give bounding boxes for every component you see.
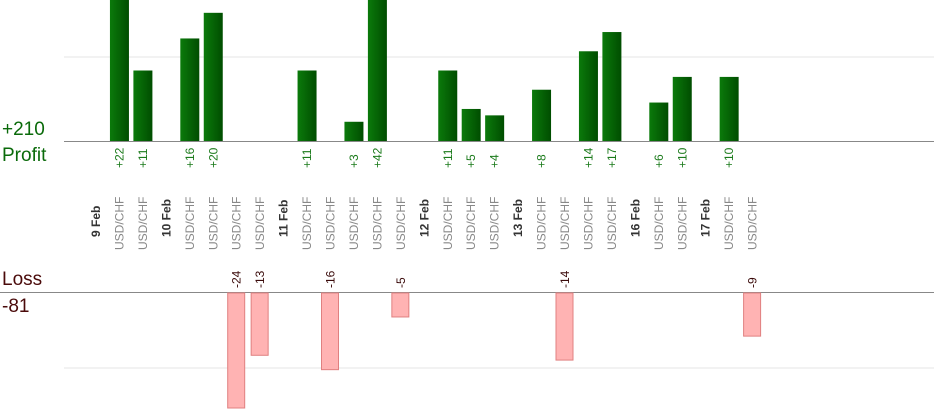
profit-value-label: +11 bbox=[136, 148, 150, 168]
trade-symbol-label: USD/CHF bbox=[183, 197, 197, 250]
profit-value-label: +14 bbox=[581, 147, 595, 168]
profit-value-label: +16 bbox=[183, 147, 197, 168]
trade-symbol-label: USD/CHF bbox=[605, 197, 619, 250]
profit-value-label: +11 bbox=[441, 148, 455, 168]
trade-symbol-label: USD/CHF bbox=[722, 197, 736, 250]
profit-bar bbox=[344, 121, 364, 141]
profit-value-label: +22 bbox=[112, 147, 126, 168]
profit-bar bbox=[180, 38, 200, 141]
loss-bar bbox=[743, 292, 762, 337]
trade-symbol-label: USD/CHF bbox=[558, 197, 572, 250]
trade-symbol-label: USD/CHF bbox=[464, 197, 478, 250]
trade-symbol-label: USD/CHF bbox=[535, 197, 549, 250]
profit-value-label: +8 bbox=[535, 154, 549, 168]
date-label: 13 Feb bbox=[511, 199, 525, 237]
profit-value-label: +10 bbox=[675, 147, 689, 168]
profit-value-label: +4 bbox=[488, 154, 502, 168]
trade-symbol-label: USD/CHF bbox=[347, 197, 361, 250]
trade-symbol-label: USD/CHF bbox=[324, 197, 338, 250]
profit-label: Profit bbox=[2, 145, 47, 166]
trade-symbol-label: USD/CHF bbox=[112, 197, 126, 250]
profit-bar bbox=[602, 32, 622, 141]
loss-value-label: -13 bbox=[253, 270, 267, 288]
trade-symbol-label: USD/CHF bbox=[253, 197, 267, 250]
trade-symbol-label: USD/CHF bbox=[300, 197, 314, 250]
date-label: 9 Feb bbox=[89, 206, 103, 237]
loss-value-label: -9 bbox=[746, 277, 760, 288]
profit-total: +210 bbox=[2, 119, 45, 140]
profit-bar bbox=[109, 0, 129, 141]
trade-symbol-label: USD/CHF bbox=[746, 197, 760, 250]
trade-symbol-label: USD/CHF bbox=[394, 197, 408, 250]
trade-symbol-label: USD/CHF bbox=[230, 197, 244, 250]
profit-bar bbox=[672, 76, 692, 141]
profit-value-label: +10 bbox=[722, 147, 736, 168]
trade-symbol-label: USD/CHF bbox=[136, 197, 150, 250]
profit-value-label: +20 bbox=[206, 147, 220, 168]
profit-value-label: +42 bbox=[370, 147, 384, 168]
loss-bar bbox=[250, 292, 269, 356]
loss-bar bbox=[391, 292, 410, 318]
date-label: 10 Feb bbox=[159, 199, 173, 237]
loss-value-label: -16 bbox=[324, 270, 338, 288]
profit-bar bbox=[203, 12, 223, 142]
trade-symbol-label: USD/CHF bbox=[581, 197, 595, 250]
profit-bar bbox=[532, 89, 552, 141]
loss-bar bbox=[227, 292, 246, 409]
profit-bar bbox=[649, 102, 669, 141]
profit-bar bbox=[578, 51, 598, 141]
loss-bar bbox=[321, 292, 339, 371]
loss-label: Loss bbox=[2, 269, 43, 290]
profit-bar bbox=[461, 108, 481, 141]
trade-symbol-label: USD/CHF bbox=[441, 197, 455, 250]
profit-bar bbox=[297, 70, 317, 141]
profit-bar bbox=[719, 76, 739, 141]
trade-symbol-label: USD/CHF bbox=[675, 197, 689, 250]
profit-bar bbox=[367, 0, 387, 141]
profit-bar bbox=[438, 70, 458, 141]
profit-value-label: +11 bbox=[300, 148, 314, 168]
trade-symbol-label: USD/CHF bbox=[206, 197, 220, 250]
date-label: 17 Feb bbox=[699, 199, 713, 237]
loss-value-label: -24 bbox=[230, 270, 244, 288]
profit-value-label: +17 bbox=[605, 147, 619, 168]
loss-value-label: -5 bbox=[394, 277, 408, 288]
profit-value-label: +3 bbox=[347, 154, 361, 168]
trade-symbol-label: USD/CHF bbox=[370, 197, 384, 250]
date-label: 11 Feb bbox=[277, 200, 291, 237]
loss-value-label: -14 bbox=[558, 270, 572, 288]
date-label: 12 Feb bbox=[417, 199, 431, 237]
profit-value-label: +5 bbox=[464, 154, 478, 168]
loss-total: -81 bbox=[2, 296, 30, 317]
loss-bar bbox=[555, 292, 574, 361]
profit-bar bbox=[485, 115, 505, 141]
trade-symbol-label: USD/CHF bbox=[488, 197, 502, 250]
date-label: 16 Feb bbox=[628, 199, 642, 237]
profit-bar bbox=[133, 70, 153, 141]
trade-symbol-label: USD/CHF bbox=[652, 197, 666, 250]
profit-value-label: +6 bbox=[652, 154, 666, 168]
